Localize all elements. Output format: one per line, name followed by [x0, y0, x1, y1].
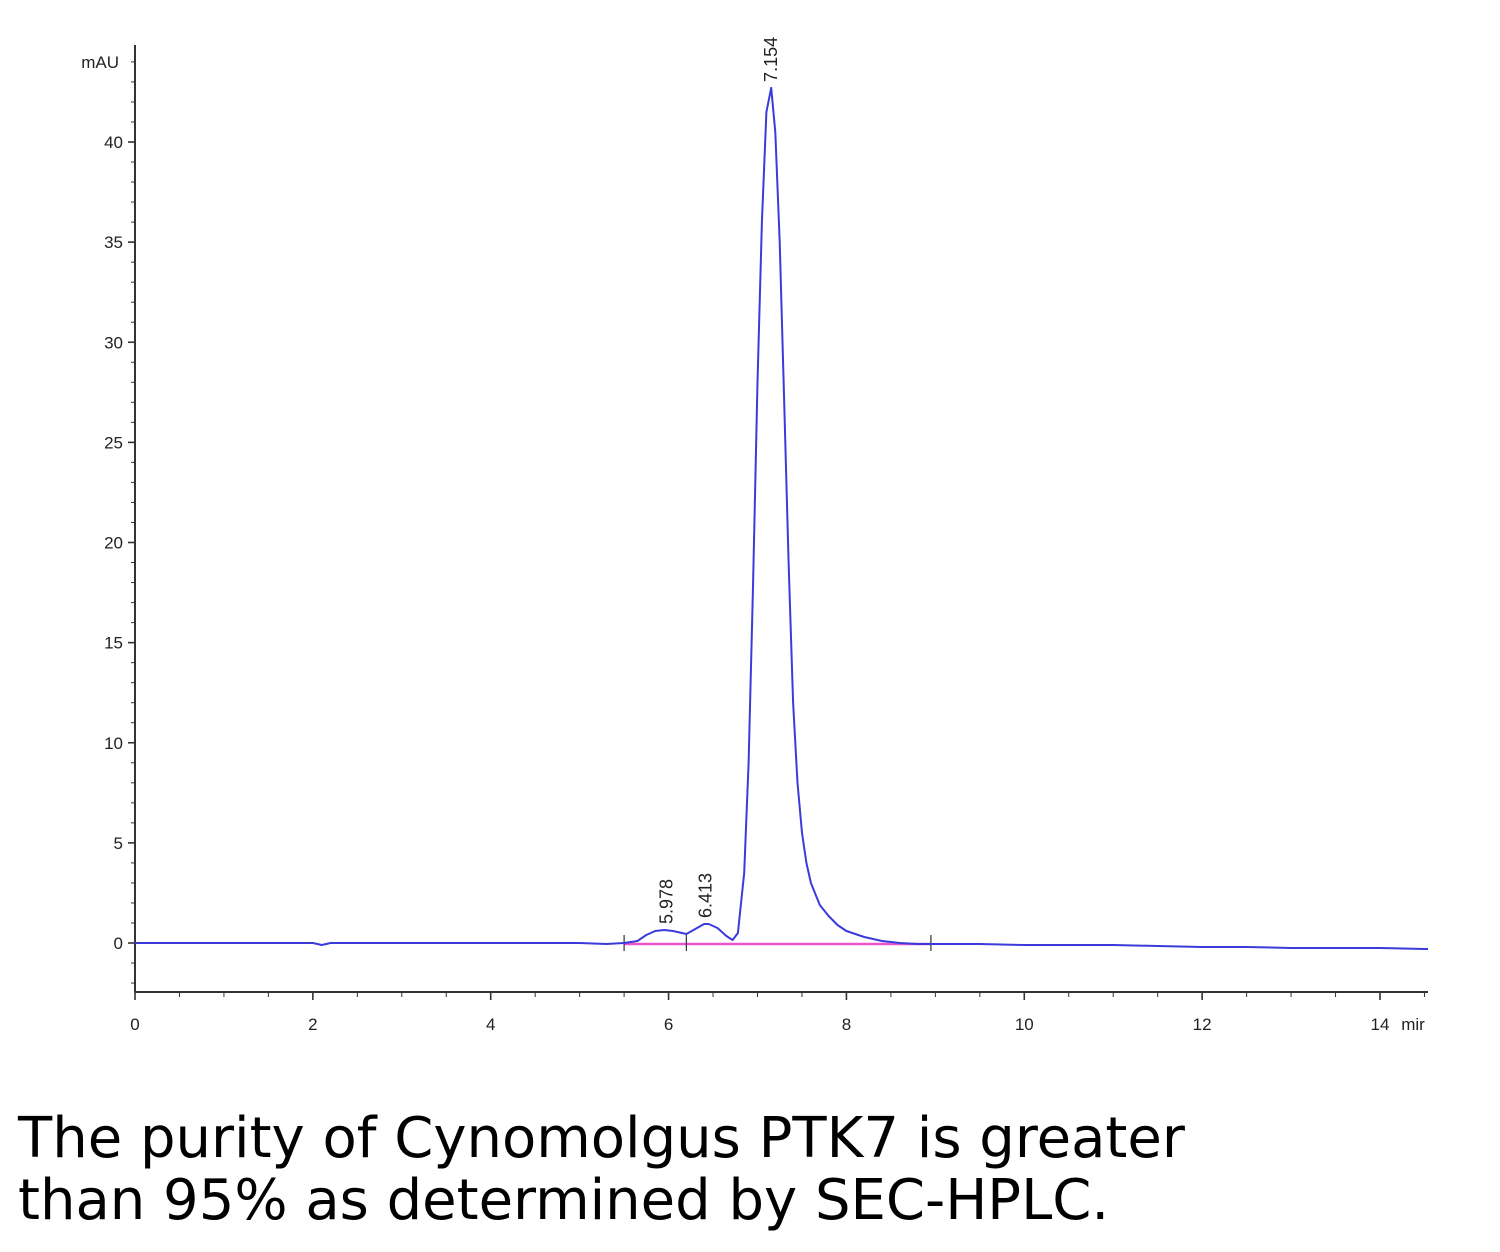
- integration-baseline: [623, 935, 932, 951]
- y-axis-unit-label: mAU: [81, 53, 119, 72]
- x-tick-label: 2: [308, 1015, 317, 1034]
- y-tick-label: 40: [104, 133, 123, 152]
- trace-series-0: [135, 86, 1428, 950]
- x-tick-label: 10: [1015, 1015, 1034, 1034]
- peak-label: 7.154: [761, 37, 781, 82]
- peak-label: 6.413: [695, 873, 715, 918]
- x-tick-label: 0: [130, 1015, 139, 1034]
- x-axis-unit-label: mir: [1401, 1015, 1425, 1034]
- chromatogram-chart: 0 5 10 15 20 25 30 35 40 mAU 0 2 4 6 8 10 12 14 mir 5.978 6…: [81, 37, 1428, 1034]
- y-tick-label: 35: [104, 233, 123, 252]
- x-tick-label: 14: [1371, 1015, 1390, 1034]
- caption-line-2: than 95% as determined by SEC-HPLC.: [18, 1168, 1110, 1233]
- peak-label: 5.978: [657, 879, 677, 924]
- x-tick-label: 6: [664, 1015, 673, 1034]
- caption-line-1: The purity of Cynomolgus PTK7 is greater: [18, 1106, 1185, 1171]
- y-tick-label: 5: [114, 834, 123, 853]
- chromatogram-trace: [135, 86, 1428, 950]
- axes: 0 5 10 15 20 25 30 35 40 mAU 0 2 4 6 8 10 12 14 mir: [81, 45, 1428, 1034]
- y-tick-label: 25: [104, 433, 123, 452]
- y-tick-label: 15: [104, 634, 123, 653]
- x-tick-label: 4: [486, 1015, 495, 1034]
- y-tick-label: 20: [104, 534, 123, 553]
- peak-labels: 5.978 6.413 7.154: [657, 37, 782, 924]
- y-tick-label: 0: [114, 934, 123, 953]
- caption: The purity of Cynomolgus PTK7 is greater…: [18, 1108, 1185, 1232]
- x-tick-label: 12: [1193, 1015, 1212, 1034]
- y-tick-label: 30: [104, 333, 123, 352]
- x-tick-label: 8: [842, 1015, 851, 1034]
- y-tick-label: 10: [104, 734, 123, 753]
